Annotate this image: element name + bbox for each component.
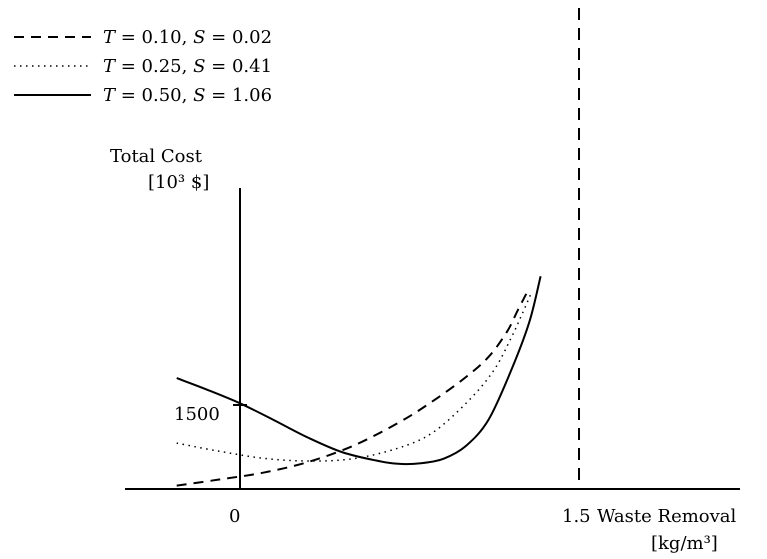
x-axis-unit: [kg/m³]: [651, 533, 718, 554]
x-axis-title: Waste Removal: [597, 506, 737, 527]
series-line-solid: [176, 275, 542, 466]
legend-label-series-3: T = 0.50, S = 1.06: [103, 85, 272, 106]
y-axis-unit: [10³ $]: [148, 172, 209, 193]
x-tick-label-1-5: 1.5: [562, 506, 591, 527]
legend-label-series-2: T = 0.25, S = 0.41: [103, 56, 272, 77]
series-line-dashed: [176, 291, 528, 487]
legend-label-series-1: T = 0.10, S = 0.02: [103, 27, 272, 48]
series-line-dotted: [176, 292, 533, 462]
y-axis-title: Total Cost: [110, 146, 203, 167]
x-tick-label-0: 0: [229, 506, 240, 527]
y-tick-label-1500: 1500: [174, 404, 220, 425]
legend: T = 0.10, S = 0.02 T = 0.25, S = 0.41 T …: [14, 27, 272, 106]
